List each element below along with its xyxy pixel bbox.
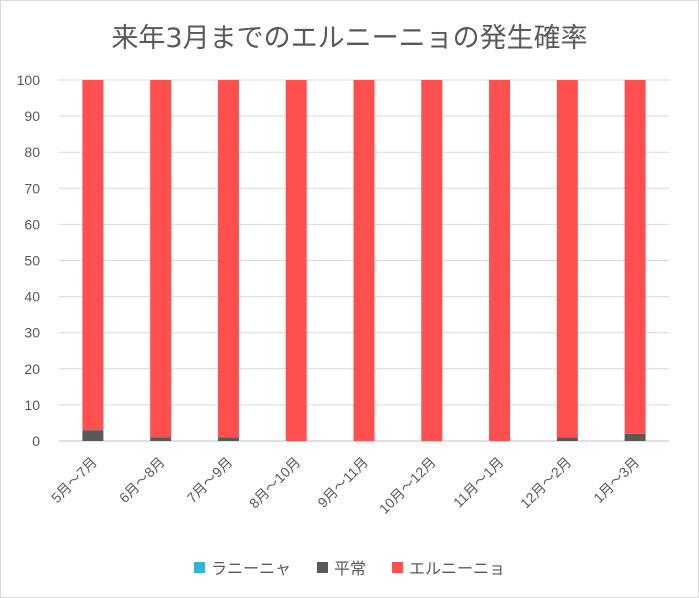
bar-segment: [285, 80, 307, 441]
legend-swatch: [316, 561, 328, 573]
bar-segment: [421, 80, 443, 441]
legend-swatch: [392, 561, 403, 573]
chart-title: 来年3月までのエルニーニョの発生確率: [111, 23, 588, 54]
x-tick-label: 5月～7月: [48, 454, 100, 506]
bar-segment: [217, 80, 239, 438]
legend-label: 平常: [333, 559, 366, 578]
y-tick-label: 60: [24, 216, 40, 232]
legend-item: ラニーニャ: [193, 555, 291, 579]
x-tick-label: 10月～12月: [376, 454, 439, 517]
bar-segment: [150, 80, 172, 438]
y-tick-label: 90: [24, 108, 40, 124]
y-tick-label: 30: [24, 325, 40, 341]
bar-segment: [150, 437, 172, 441]
y-tick-label: 100: [17, 72, 41, 88]
bar-segment: [624, 80, 646, 434]
y-tick-label: 70: [24, 180, 40, 196]
bar-segment: [624, 433, 646, 441]
y-tick-label: 50: [24, 253, 40, 269]
legend-label: ラニーニャ: [210, 559, 291, 578]
legend-item: 平常: [316, 555, 366, 579]
y-tick-label: 10: [24, 397, 40, 413]
y-tick-label: 80: [24, 144, 40, 160]
bar-segment: [489, 80, 511, 441]
x-tick-label: 12月～2月: [517, 454, 575, 512]
legend-label: エルニーニョ: [409, 559, 506, 578]
x-tick-label: 7月～9月: [184, 454, 236, 506]
x-tick-label: 1月～3月: [590, 454, 642, 506]
y-tick-label: 20: [24, 361, 40, 377]
bar-segment: [217, 437, 239, 441]
x-tick-label: 6月～8月: [116, 454, 168, 506]
x-tick-label: 9月～11月: [314, 454, 371, 511]
bar-segment: [82, 430, 104, 441]
chart-legend: ラニーニャ 平常 エルニーニョ: [0, 555, 699, 579]
bar-segment: [556, 80, 578, 438]
x-tick-label: 8月～10月: [246, 454, 304, 512]
bar-segment: [82, 80, 104, 431]
legend-swatch: [193, 561, 205, 573]
bar-segment: [556, 437, 578, 441]
x-tick-label: 11月～1月: [450, 454, 507, 511]
bar-segment: [353, 80, 375, 441]
legend-item: エルニーニョ: [392, 555, 505, 579]
y-tick-label: 0: [32, 433, 40, 449]
y-tick-label: 40: [24, 289, 40, 305]
